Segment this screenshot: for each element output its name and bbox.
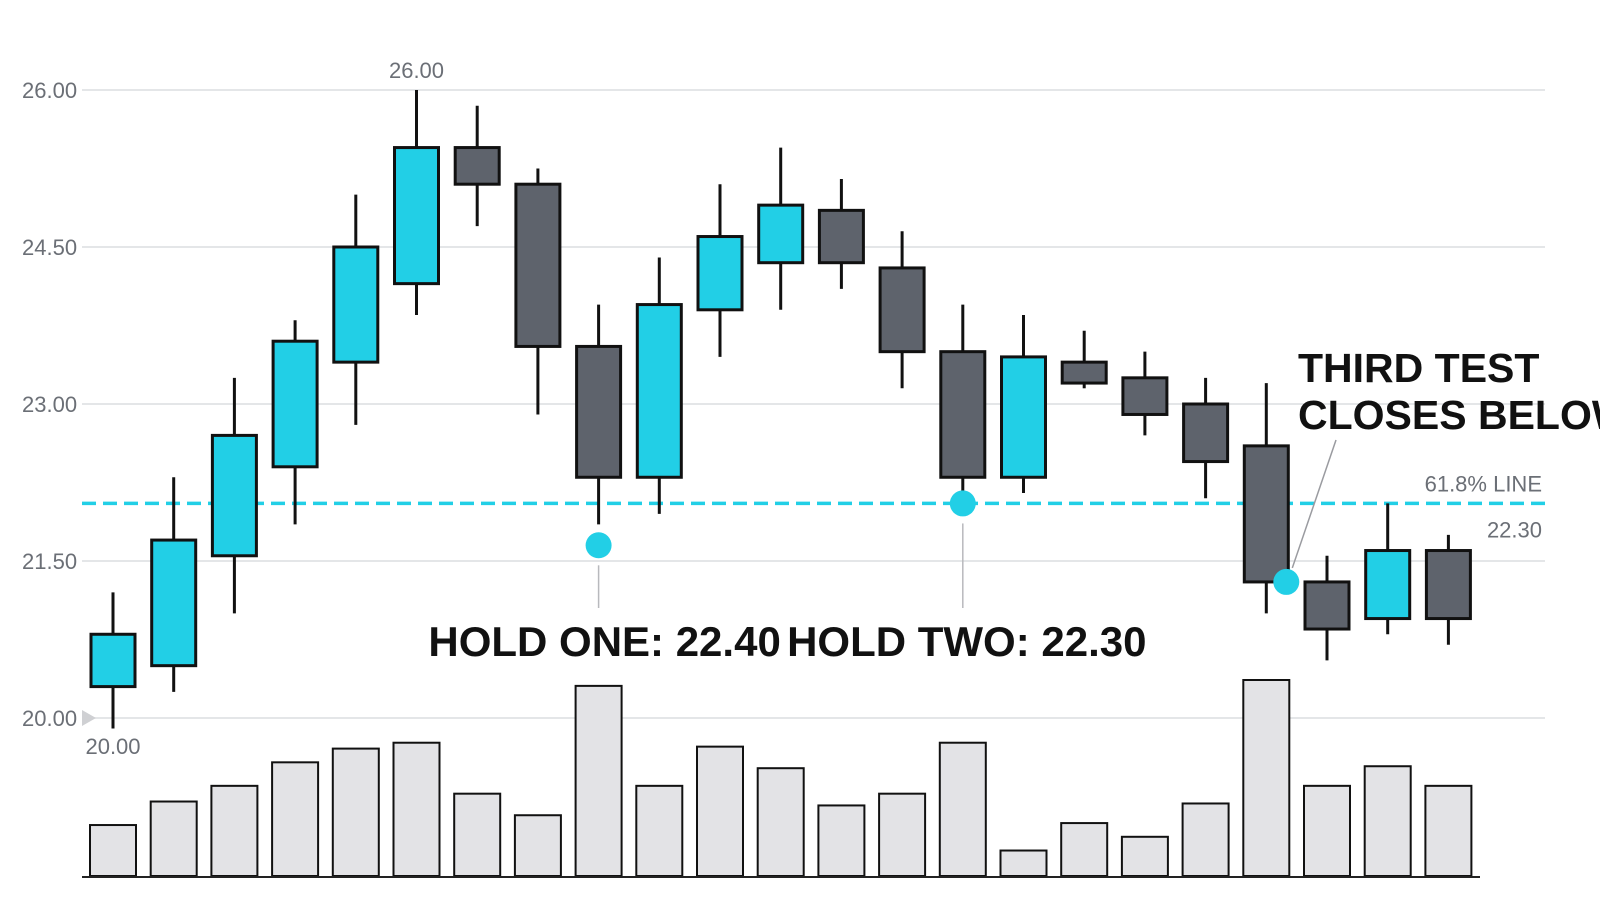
candle-down: [1182, 377, 1230, 499]
candle-body: [1242, 444, 1290, 584]
fib-line-label: 61.8% LINE: [1425, 471, 1542, 496]
hold-one-label: HOLD ONE: 22.40: [428, 618, 780, 665]
candle-body: [89, 632, 137, 689]
low-price-label: 20.00: [85, 734, 140, 759]
candle-down: [878, 231, 926, 389]
hold-one-marker: [585, 532, 612, 559]
candle-body: [757, 203, 805, 265]
y-axis: 26.00 24.50 23.00 21.50 20.00: [22, 78, 96, 731]
third-test-marker: [1273, 568, 1300, 595]
volume-bar: [696, 745, 744, 878]
candle-body: [393, 146, 440, 286]
fib-line-value: 22.30: [1487, 517, 1542, 542]
y-tick-label: 20.00: [22, 706, 77, 731]
candle-up: [271, 320, 319, 525]
candle-body: [1000, 355, 1047, 479]
candle-body: [332, 245, 380, 364]
volume-bar: [513, 814, 562, 877]
volume-bar: [574, 684, 623, 877]
candle-body: [271, 339, 319, 469]
candle-body: [696, 235, 744, 312]
candle-up: [635, 257, 683, 514]
candle-down: [1060, 330, 1108, 389]
candle-down: [1242, 383, 1290, 614]
candle-down: [817, 178, 865, 289]
volume-bar: [392, 741, 441, 877]
candle-down: [1424, 534, 1472, 645]
candle-body: [150, 538, 198, 668]
volume-bar: [938, 741, 987, 877]
y-tick-label: 26.00: [22, 78, 77, 103]
hold-two-marker: [949, 490, 976, 517]
third-test-label-line: THIRD TEST: [1298, 345, 1539, 391]
candle-down: [939, 304, 987, 499]
volume-bar: [271, 761, 320, 878]
volume-bar: [999, 849, 1048, 878]
high-price-label: 26.00: [389, 58, 444, 83]
volume-bar: [1120, 835, 1169, 877]
price-pointer-icon: [82, 710, 96, 726]
candle-body: [1060, 360, 1108, 385]
candle-body: [575, 344, 623, 479]
candle-body: [1303, 580, 1351, 631]
candle-up: [757, 147, 805, 310]
hold-two-label: HOLD TWO: 22.30: [787, 618, 1146, 665]
candle-down: [1121, 351, 1169, 436]
volume-bar: [756, 767, 805, 878]
volume-bar: [1303, 784, 1351, 878]
candle-up: [393, 90, 440, 316]
candle-up: [150, 477, 198, 692]
volume-bar: [635, 784, 684, 878]
candle-body: [939, 350, 987, 479]
volume-bar: [149, 800, 198, 878]
candle-body: [817, 208, 865, 265]
third-test-label-line: CLOSES BELOW: [1298, 392, 1600, 438]
volume-bars: [82, 679, 1480, 878]
candle-up: [1364, 503, 1412, 635]
candles: [89, 90, 1472, 729]
volume-bar: [1181, 802, 1230, 877]
candle-down: [514, 168, 562, 415]
candle-down: [453, 105, 501, 227]
candle-body: [1182, 402, 1230, 464]
candle-body: [1121, 376, 1169, 416]
volume-bar: [453, 792, 502, 877]
volume-bar: [1424, 784, 1473, 878]
volume-bar: [89, 824, 137, 877]
candle-up: [1000, 315, 1047, 493]
annotations: 26.00 20.00 HOLD ONE: 22.40 HOLD TWO: 22.30…: [85, 58, 1600, 759]
grid-lines: [82, 89, 1545, 719]
volume-bar: [817, 804, 866, 877]
volume-bar: [1060, 822, 1109, 878]
candle-down: [575, 304, 623, 525]
candle-up: [210, 377, 258, 614]
candle-down: [1303, 555, 1351, 661]
candle-body: [514, 182, 562, 348]
candle-body: [635, 303, 683, 479]
volume-bar: [1363, 765, 1412, 877]
candle-up: [696, 184, 744, 357]
candle-up: [332, 194, 380, 425]
y-tick-label: 23.00: [22, 392, 77, 417]
fib-line-group: 61.8% LINE 22.30: [82, 471, 1545, 542]
candle-body: [878, 266, 926, 354]
candle-up: [89, 592, 137, 729]
candle-body: [1424, 549, 1472, 621]
candle-body: [210, 433, 258, 558]
candle-body: [1364, 549, 1412, 621]
volume-bar: [1242, 679, 1291, 877]
y-tick-label: 24.50: [22, 235, 77, 260]
volume-bar: [878, 792, 927, 877]
volume-bar: [331, 747, 380, 877]
y-tick-label: 21.50: [22, 549, 77, 574]
volume-bar: [210, 784, 259, 878]
candle-body: [453, 146, 501, 186]
third-test-leader: [1291, 439, 1337, 569]
